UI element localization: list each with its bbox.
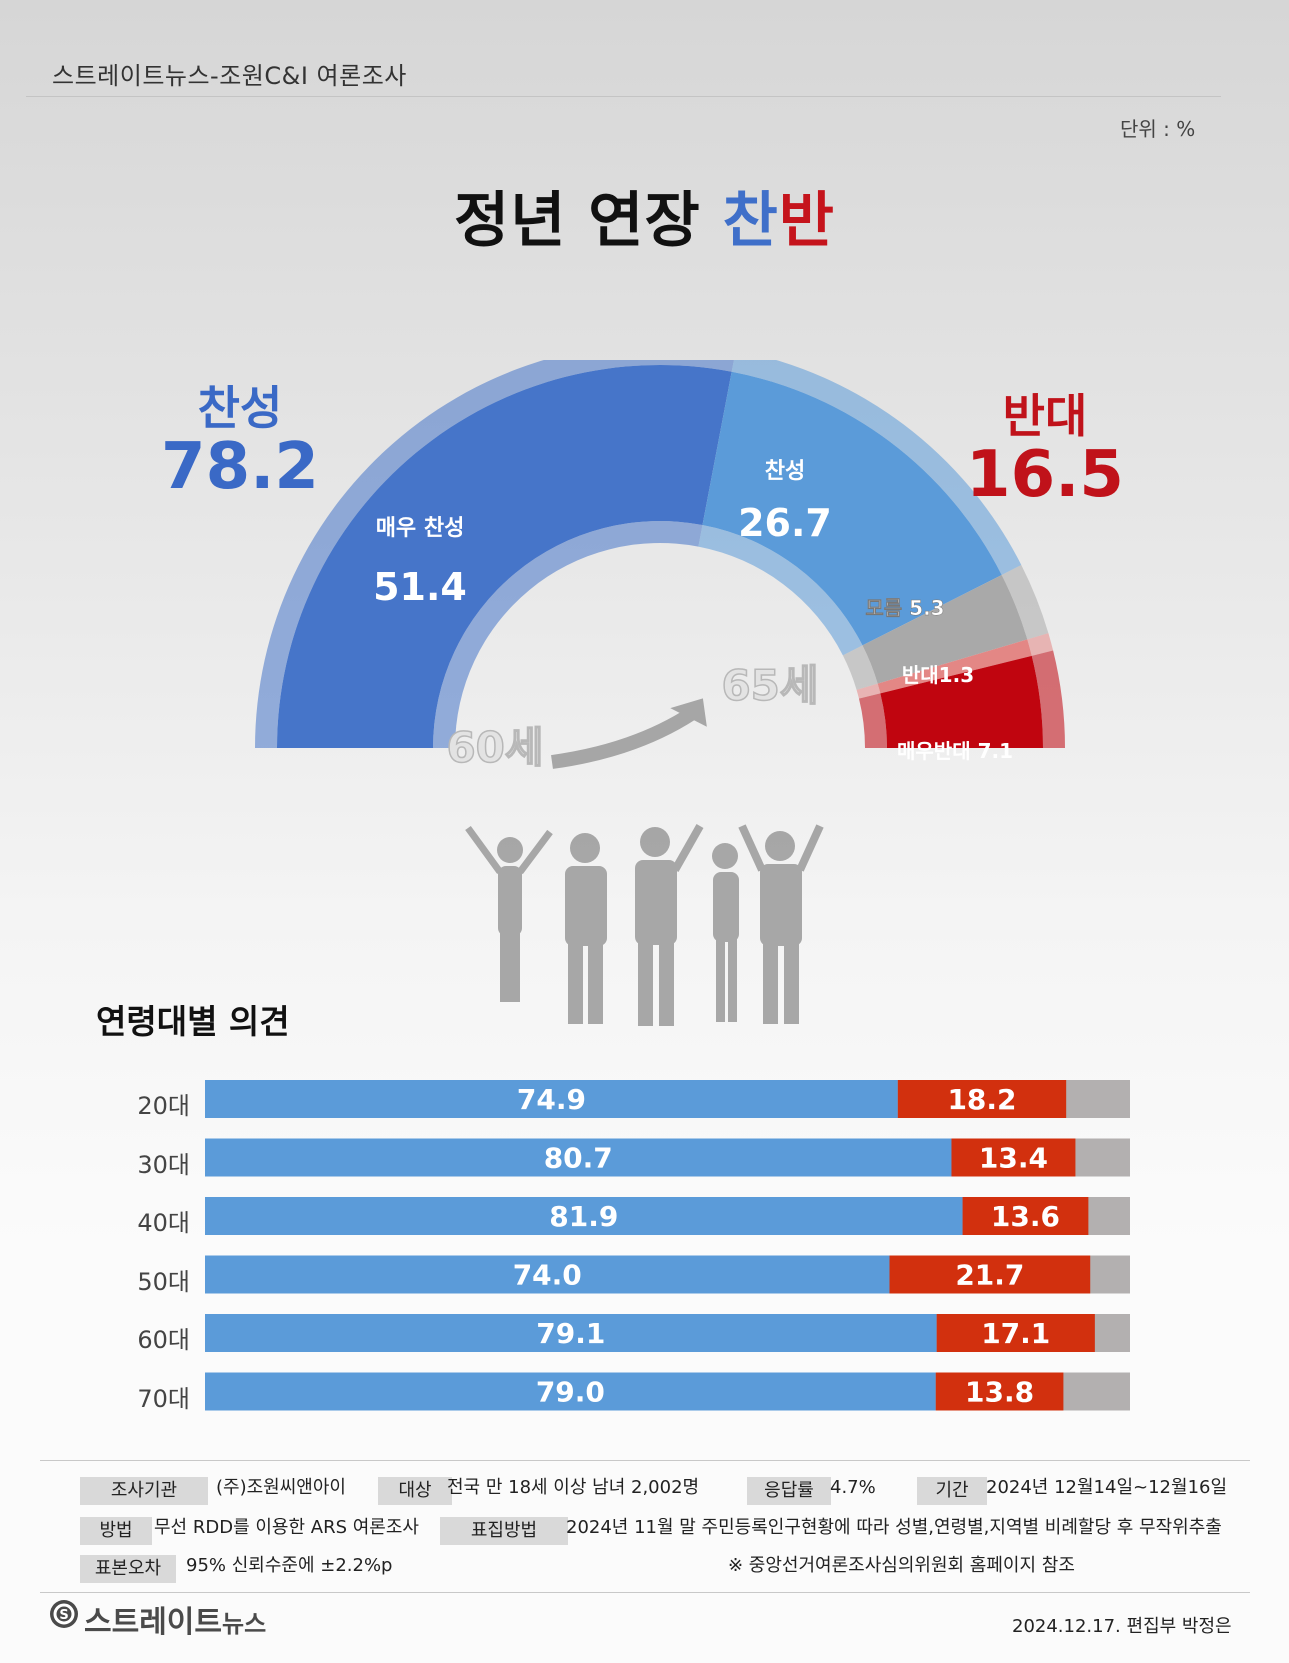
source-note: ※ 중앙선거여론조사심의위원회 홈페이지 참조 — [728, 1555, 1075, 1576]
bar-oppose-6 — [935, 1372, 1064, 1411]
target-value: 전국 만 18세 이상 남녀 2,002명 — [447, 1477, 700, 1498]
bar-agree-4 — [205, 1255, 890, 1294]
period-value: 2024년 12월14일~12월16일 — [986, 1477, 1228, 1498]
slice-strong-oppose — [880, 655, 1043, 748]
bar-agree-value-5: 79.1 — [536, 1317, 605, 1350]
footer-top-divider — [40, 1460, 1250, 1461]
strong-agree-value: 51.4 — [373, 565, 467, 609]
bar-oppose-1 — [897, 1080, 1067, 1118]
age-label-6: 70대 — [137, 1384, 190, 1413]
bar-agree-value-2: 80.7 — [544, 1142, 613, 1175]
oppose-total-value: 16.5 — [966, 438, 1124, 512]
agree-total-value: 78.2 — [161, 430, 319, 504]
bar-agree-1 — [205, 1080, 898, 1118]
slice-agree — [702, 371, 1002, 646]
unit-label: 단위 : % — [1120, 117, 1196, 141]
slice-strong-oppose-outer-band — [1031, 650, 1066, 748]
org-tag: 조사기관 — [80, 1477, 208, 1505]
main-title-text: 정년 연장 — [454, 186, 723, 256]
method-tag: 방법 — [80, 1517, 152, 1545]
age-label-4: 50대 — [137, 1267, 190, 1296]
agree-seg-value: 26.7 — [738, 501, 832, 545]
bar-agree-6 — [205, 1372, 936, 1411]
slice-oppose-inner-band — [856, 683, 881, 699]
error-value: 95% 신뢰수준에 ±2.2%p — [186, 1555, 393, 1576]
response-tag: 응답률 — [747, 1477, 831, 1505]
main-title-red: 반 — [778, 186, 835, 256]
bar-oppose-3 — [962, 1197, 1089, 1235]
slice-agree-outer-band — [731, 360, 1022, 575]
agree-seg-label: 찬성 — [765, 459, 805, 484]
slice-strong-agree — [277, 365, 732, 748]
credit-line: 2024.12.17. 편집부 박정은 — [1012, 1616, 1232, 1637]
bar-oppose-value-4: 21.7 — [955, 1259, 1024, 1292]
slice-oppose-outer-band — [1027, 633, 1054, 656]
svg-text:S: S — [59, 1608, 68, 1623]
age-from-label: 60세 — [446, 723, 543, 772]
age-to-label: 65세 — [721, 661, 818, 710]
bar-oppose-4 — [889, 1255, 1091, 1294]
strong-agree-label: 매우 찬성 — [376, 516, 465, 541]
age-label-1: 20대 — [137, 1092, 190, 1120]
logo-icon: S — [50, 1600, 78, 1628]
bar-agree-value-4: 74.0 — [513, 1259, 582, 1292]
footer-bottom-divider — [40, 1592, 1250, 1593]
oppose-seg-label: 반대1.3 — [902, 663, 974, 687]
slice-strong-oppose-inner-band — [858, 693, 887, 748]
sampling-value: 2024년 11월 말 주민등록인구현황에 따라 성별,연령별,지역별 비례할당… — [566, 1517, 1222, 1538]
org-value: (주)조원씨앤아이 — [216, 1477, 346, 1498]
age-label-3: 40대 — [137, 1209, 190, 1237]
logo-subtext: 뉴스 — [222, 1610, 267, 1638]
age-label-5: 60대 — [137, 1326, 190, 1354]
unknown-seg-label: 모름 5.3 — [865, 596, 944, 620]
age-section-title: 연령대별 의견 — [96, 1002, 290, 1041]
sampling-tag: 표집방법 — [440, 1517, 568, 1545]
slice-agree-inner-band — [698, 525, 863, 656]
period-tag: 기간 — [917, 1477, 987, 1505]
target-tag: 대상 — [378, 1477, 452, 1505]
oppose-total-label: 반대 — [1002, 389, 1088, 443]
bar-oppose-value-2: 13.4 — [979, 1142, 1048, 1175]
bar-agree-value-3: 81.9 — [549, 1200, 618, 1233]
logo-text: 스트레이트 — [84, 1605, 222, 1640]
bar-agree-value-6: 79.0 — [536, 1376, 605, 1409]
header-title: 스트레이트뉴스-조원C&I 여론조사 — [52, 62, 407, 90]
strong-oppose-seg-label: 매우반대 7.1 — [897, 739, 1013, 763]
bar-oppose-value-3: 13.6 — [991, 1200, 1060, 1233]
bar-oppose-value-6: 13.8 — [965, 1376, 1034, 1409]
slice-unknown-outer-band — [1001, 564, 1049, 640]
logo-wordmark: 스트레이트뉴스 — [84, 1597, 266, 1641]
support-gauge-chart: 60세 65세 매우 찬성 51.4 찬성 26.7 모름 5.3 반대1.3 … — [255, 360, 1066, 773]
bar-oppose-value-1: 18.2 — [947, 1083, 1016, 1116]
response-value: 4.7% — [830, 1477, 876, 1498]
slice-unknown — [862, 574, 1028, 684]
slice-strong-agree-inner-band — [433, 521, 703, 748]
method-value: 무선 RDD를 이용한 ARS 여론조사 — [154, 1517, 419, 1538]
bar-agree-5 — [205, 1314, 937, 1352]
header-divider — [26, 96, 1221, 97]
main-title-blue: 찬 — [722, 186, 779, 256]
people-illustration — [465, 824, 824, 1026]
agree-total-label: 찬성 — [197, 381, 283, 435]
bar-agree-value-1: 74.9 — [517, 1083, 586, 1116]
slice-oppose — [877, 639, 1032, 694]
error-tag: 표본오차 — [80, 1555, 176, 1583]
bar-oppose-value-5: 17.1 — [981, 1317, 1050, 1350]
age-label-2: 30대 — [137, 1150, 190, 1179]
age-arrow-graphic: 60세 65세 — [446, 660, 820, 773]
bar-agree-2 — [205, 1138, 952, 1177]
bar-oppose-2 — [951, 1138, 1076, 1177]
bar-oppose-5 — [936, 1314, 1095, 1352]
bar-agree-3 — [205, 1197, 963, 1235]
main-title: 정년 연장 찬반 — [0, 172, 1289, 259]
slice-unknown-inner-band — [842, 645, 878, 690]
